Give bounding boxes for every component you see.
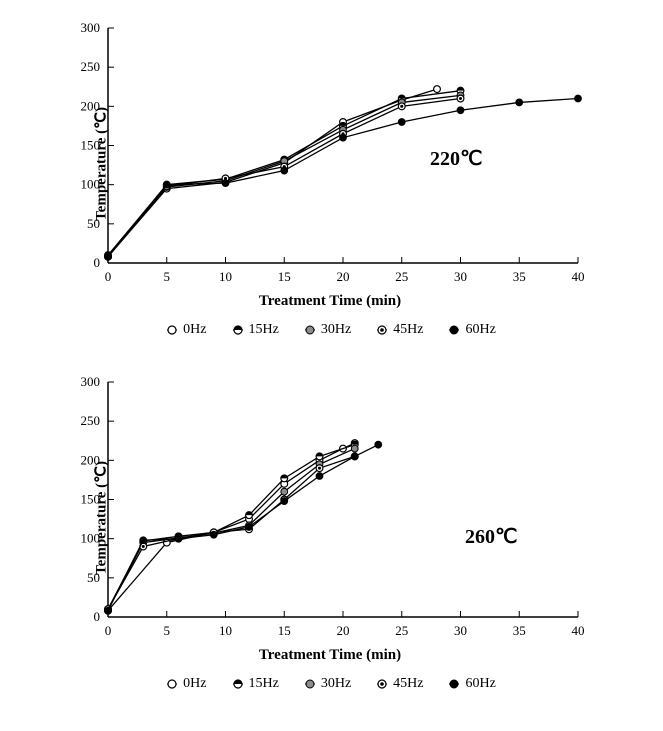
x-tick-label: 40 bbox=[572, 623, 585, 638]
series-marker bbox=[210, 531, 217, 538]
legend-marker-icon bbox=[305, 679, 315, 689]
series-marker bbox=[105, 253, 112, 260]
chart-panel: Temperature (℃)0501001502002503000510152… bbox=[0, 372, 663, 708]
series-marker bbox=[281, 498, 288, 505]
legend-item: 30Hz bbox=[305, 322, 351, 338]
legend-label: 60Hz bbox=[465, 676, 495, 692]
chart-legend: 0Hz 15Hz 30Hz 45Hz 60Hz bbox=[0, 310, 663, 354]
legend-marker-icon bbox=[377, 325, 387, 335]
series-marker bbox=[351, 445, 358, 452]
y-axis-label: Temperature (℃) bbox=[91, 107, 110, 221]
series-marker bbox=[434, 86, 441, 93]
legend-item: 0Hz bbox=[167, 676, 206, 692]
legend-marker-icon bbox=[449, 679, 459, 689]
chart-wrap: Temperature (℃)0501001502002503000510152… bbox=[50, 18, 610, 310]
y-tick-label: 250 bbox=[81, 413, 101, 428]
x-axis-label: Treatment Time (min) bbox=[50, 293, 610, 310]
x-tick-label: 5 bbox=[164, 269, 171, 284]
legend-label: 0Hz bbox=[183, 676, 206, 692]
legend-marker-icon bbox=[167, 325, 177, 335]
series-marker bbox=[140, 537, 147, 544]
y-tick-label: 0 bbox=[94, 255, 101, 270]
x-tick-label: 10 bbox=[219, 269, 232, 284]
legend-marker-icon bbox=[449, 325, 459, 335]
series-marker bbox=[457, 95, 464, 102]
series-marker bbox=[105, 607, 112, 614]
chart-annotation: 220℃ bbox=[430, 146, 482, 171]
chart-panel: Temperature (℃)0501001502002503000510152… bbox=[0, 18, 663, 354]
x-tick-label: 35 bbox=[513, 623, 526, 638]
chart-wrap: Temperature (℃)0501001502002503000510152… bbox=[50, 372, 610, 664]
legend-item: 15Hz bbox=[233, 322, 279, 338]
series-marker bbox=[398, 119, 405, 126]
legend-item: 45Hz bbox=[377, 322, 423, 338]
legend-item: 15Hz bbox=[233, 676, 279, 692]
x-tick-label: 0 bbox=[105, 269, 112, 284]
x-tick-label: 40 bbox=[572, 269, 585, 284]
chart-svg: 0501001502002503000510152025303540 bbox=[50, 18, 588, 291]
x-tick-label: 15 bbox=[278, 623, 291, 638]
series-marker bbox=[281, 488, 288, 495]
legend-marker-icon bbox=[233, 679, 243, 689]
x-tick-label: 25 bbox=[395, 269, 408, 284]
chart-svg: 0501001502002503000510152025303540 bbox=[50, 372, 588, 645]
y-axis-label: Temperature (℃) bbox=[91, 461, 110, 575]
x-tick-label: 20 bbox=[337, 269, 350, 284]
series-marker bbox=[457, 107, 464, 114]
series-marker bbox=[516, 99, 523, 106]
series-marker bbox=[340, 134, 347, 141]
y-tick-label: 0 bbox=[94, 609, 101, 624]
series-marker bbox=[316, 473, 323, 480]
legend-label: 60Hz bbox=[465, 322, 495, 338]
chart-legend: 0Hz 15Hz 30Hz 45Hz 60Hz bbox=[0, 664, 663, 708]
legend-item: 0Hz bbox=[167, 322, 206, 338]
legend-label: 45Hz bbox=[393, 676, 423, 692]
series-line bbox=[108, 99, 461, 257]
series-marker bbox=[222, 180, 229, 187]
series-marker bbox=[281, 475, 288, 482]
y-tick-label: 300 bbox=[81, 374, 101, 389]
legend-marker-icon bbox=[233, 325, 243, 335]
series-marker bbox=[351, 453, 358, 460]
x-tick-label: 35 bbox=[513, 269, 526, 284]
x-tick-label: 15 bbox=[278, 269, 291, 284]
legend-label: 45Hz bbox=[393, 322, 423, 338]
legend-item: 45Hz bbox=[377, 676, 423, 692]
legend-label: 30Hz bbox=[321, 676, 351, 692]
series-marker bbox=[375, 441, 382, 448]
series-marker bbox=[246, 512, 253, 519]
x-tick-label: 25 bbox=[395, 623, 408, 638]
x-tick-label: 5 bbox=[164, 623, 171, 638]
x-tick-label: 30 bbox=[454, 269, 467, 284]
series-marker bbox=[246, 524, 253, 531]
x-axis-label: Treatment Time (min) bbox=[50, 647, 610, 664]
legend-item: 60Hz bbox=[449, 322, 495, 338]
legend-label: 15Hz bbox=[249, 676, 279, 692]
series-marker bbox=[316, 465, 323, 472]
x-tick-label: 10 bbox=[219, 623, 232, 638]
legend-marker-icon bbox=[377, 679, 387, 689]
series-marker bbox=[281, 167, 288, 174]
x-tick-label: 0 bbox=[105, 623, 112, 638]
series-line bbox=[108, 95, 461, 256]
legend-label: 30Hz bbox=[321, 322, 351, 338]
x-tick-label: 30 bbox=[454, 623, 467, 638]
chart-annotation: 260℃ bbox=[465, 524, 517, 549]
series-marker bbox=[575, 95, 582, 102]
legend-label: 0Hz bbox=[183, 322, 206, 338]
legend-item: 60Hz bbox=[449, 676, 495, 692]
legend-item: 30Hz bbox=[305, 676, 351, 692]
series-marker bbox=[316, 453, 323, 460]
series-line bbox=[108, 445, 378, 611]
y-tick-label: 250 bbox=[81, 59, 101, 74]
legend-marker-icon bbox=[167, 679, 177, 689]
series-marker bbox=[163, 181, 170, 188]
series-marker bbox=[175, 535, 182, 542]
x-tick-label: 20 bbox=[337, 623, 350, 638]
legend-marker-icon bbox=[305, 325, 315, 335]
y-tick-label: 300 bbox=[81, 20, 101, 35]
legend-label: 15Hz bbox=[249, 322, 279, 338]
series-marker bbox=[398, 103, 405, 110]
